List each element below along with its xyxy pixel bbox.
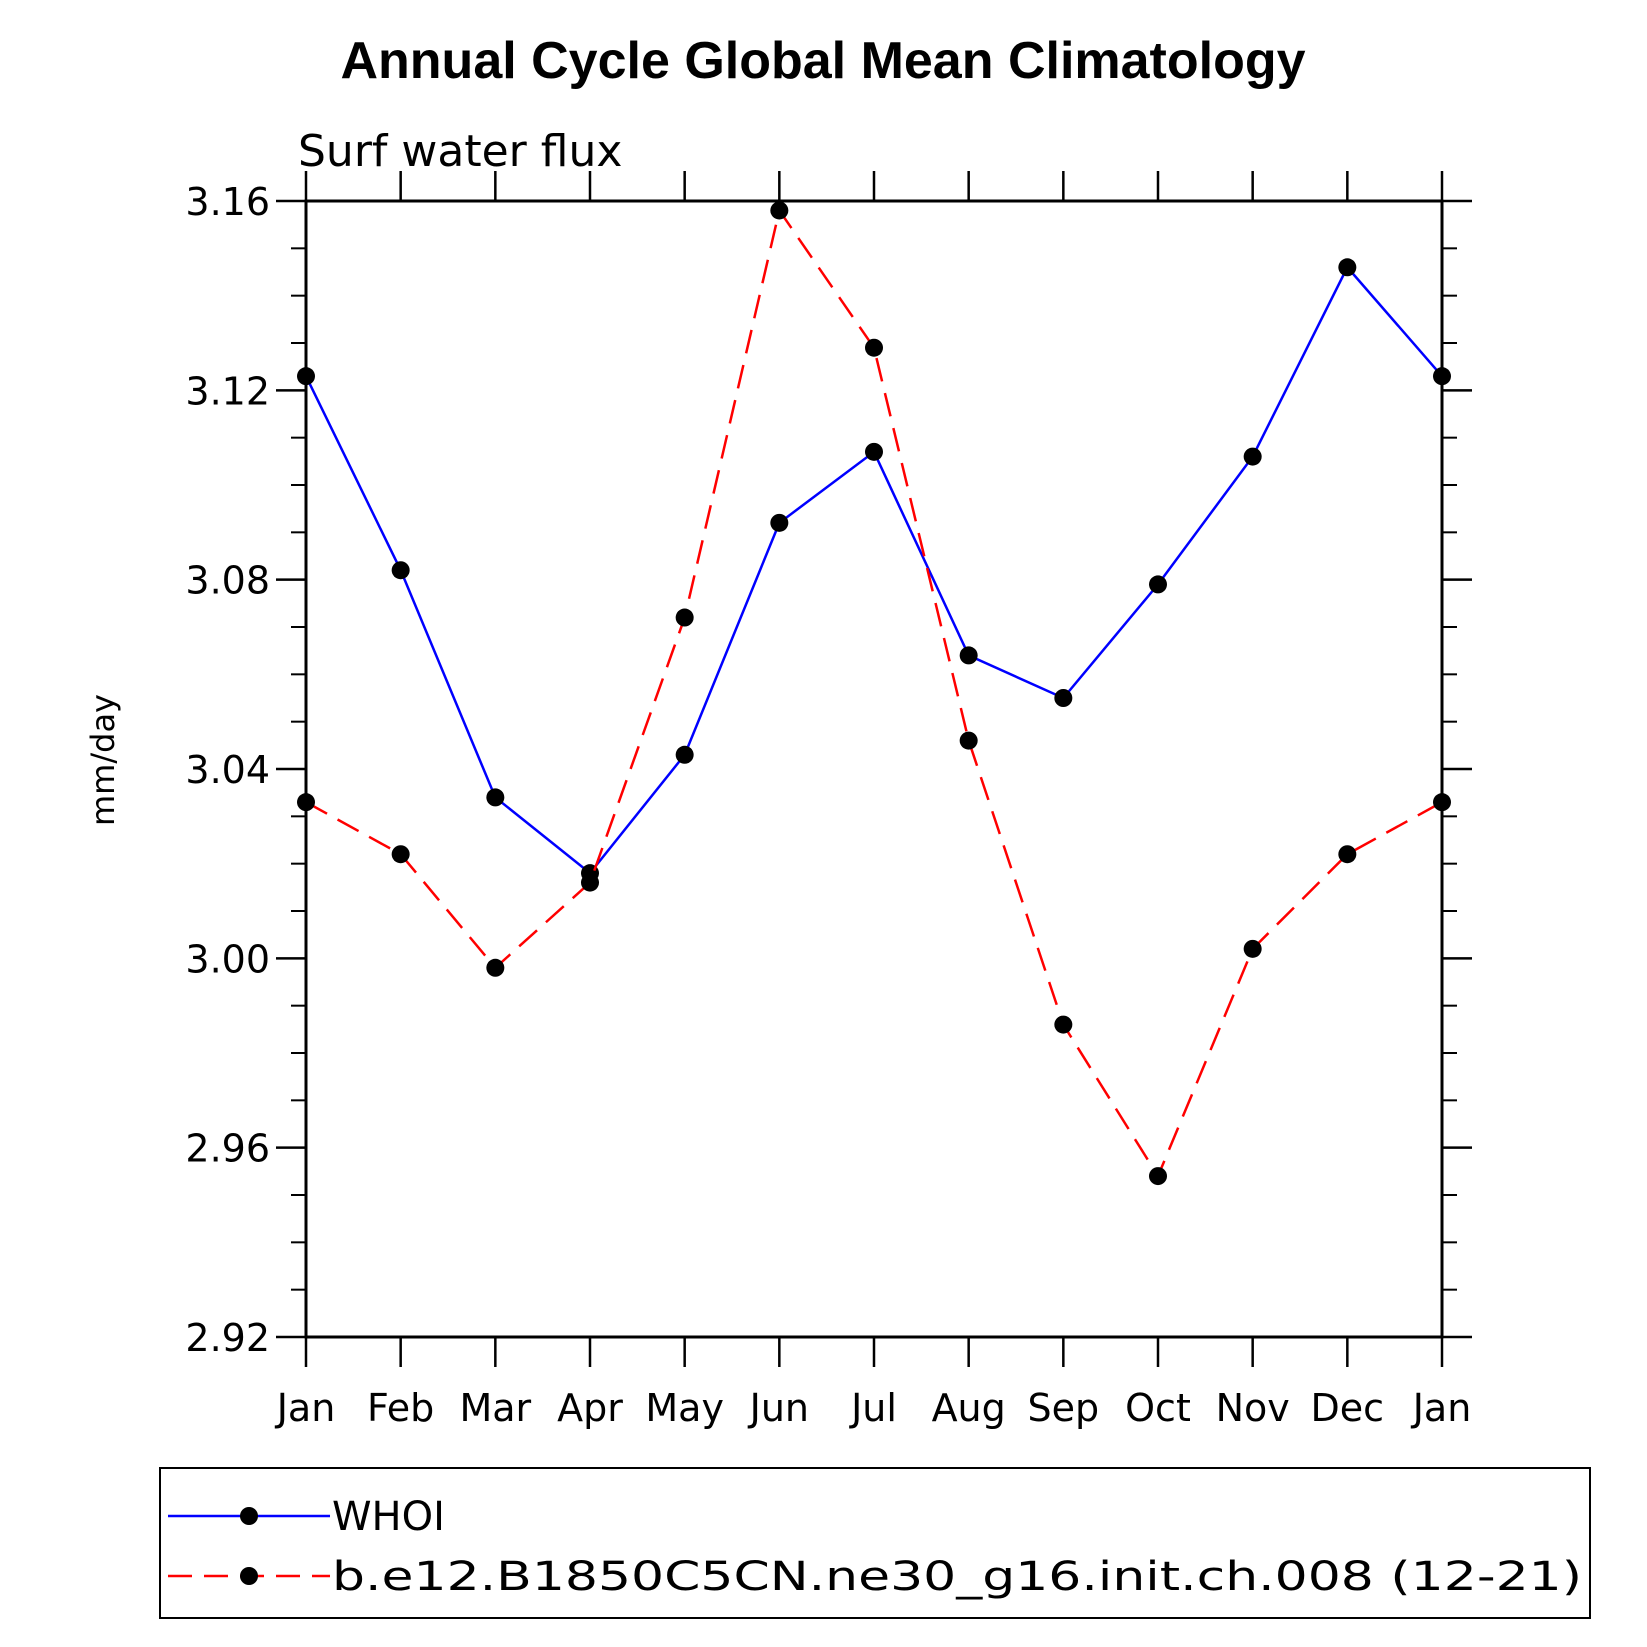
- x-tick-label-nov: Nov: [1216, 1386, 1290, 1430]
- data-point: [770, 513, 789, 532]
- x-tick-label-jul: Jul: [849, 1386, 897, 1430]
- data-point: [770, 201, 789, 220]
- y-tick-label: 3.12: [185, 369, 270, 413]
- data-point: [1054, 1015, 1073, 1034]
- data-point: [1054, 689, 1073, 707]
- data-point: [959, 731, 978, 750]
- x-tick-label-jan: Jan: [275, 1386, 336, 1430]
- x-tick-label-dec: Dec: [1311, 1386, 1385, 1430]
- data-point: [1338, 845, 1357, 864]
- chart-subtitle: Surf water flux: [298, 126, 622, 177]
- x-tick-label-feb: Feb: [367, 1386, 434, 1430]
- data-point: [391, 561, 410, 580]
- y-tick-label: 2.92: [185, 1316, 270, 1360]
- data-point: [486, 958, 505, 977]
- plot-frame: [304, 199, 1444, 1339]
- legend-label-2: b.e12.B1850C5CN.ne30_g16.init.ch.008 (12…: [332, 1554, 1582, 1600]
- data-point: [486, 788, 505, 807]
- legend-box: [159, 1467, 1591, 1619]
- data-point: [865, 442, 883, 461]
- data-point: [675, 608, 694, 627]
- y-axis-label: mm/day: [84, 694, 122, 826]
- series-line-1: [304, 265, 1443, 875]
- legend: WHOI b.e12.B1850C5CN.ne30_g16.init.ch.008…: [159, 1467, 1591, 1619]
- x-tick-label-jan: Jan: [1411, 1386, 1472, 1430]
- data-point: [959, 646, 978, 665]
- legend-marker-2: [240, 1567, 258, 1585]
- y-tick-label: 3.04: [185, 748, 270, 792]
- legend-marker-1: [240, 1507, 258, 1525]
- x-tick-label-aug: Aug: [932, 1386, 1006, 1430]
- data-point: [1149, 575, 1167, 594]
- x-tick-label-sep: Sep: [1028, 1386, 1100, 1430]
- y-tick-label: 3.00: [185, 937, 270, 981]
- series-layer: [297, 201, 1451, 1186]
- data-point: [297, 367, 315, 386]
- axes: 2.92 2.96 3.00 3.04 3.08 3.12 3.16 Jan Feb Mar Apr…: [185, 171, 1472, 1430]
- x-tick-label-mar: Mar: [459, 1386, 531, 1430]
- legend-label-1: WHOI: [332, 1494, 445, 1540]
- data-point: [1433, 367, 1451, 386]
- y-tick-label: 2.96: [185, 1127, 270, 1171]
- x-tick-label-jun: Jun: [748, 1386, 809, 1430]
- data-point: [675, 745, 694, 764]
- x-tick-label-oct: Oct: [1125, 1386, 1191, 1430]
- chart-title: Annual Cycle Global Mean Climatology: [340, 32, 1305, 90]
- data-point: [1433, 793, 1451, 812]
- x-tick-label-apr: Apr: [557, 1386, 623, 1430]
- data-point: [1149, 1167, 1167, 1186]
- data-point: [581, 873, 599, 892]
- data-point: [391, 845, 410, 864]
- x-tick-label-may: May: [645, 1386, 724, 1430]
- y-tick-label: 3.16: [185, 180, 270, 224]
- y-tick-label: 3.08: [185, 559, 270, 603]
- data-point: [1338, 258, 1357, 277]
- data-point: [1243, 939, 1262, 958]
- data-point: [297, 793, 315, 812]
- data-point: [1243, 447, 1262, 466]
- data-point: [865, 338, 883, 357]
